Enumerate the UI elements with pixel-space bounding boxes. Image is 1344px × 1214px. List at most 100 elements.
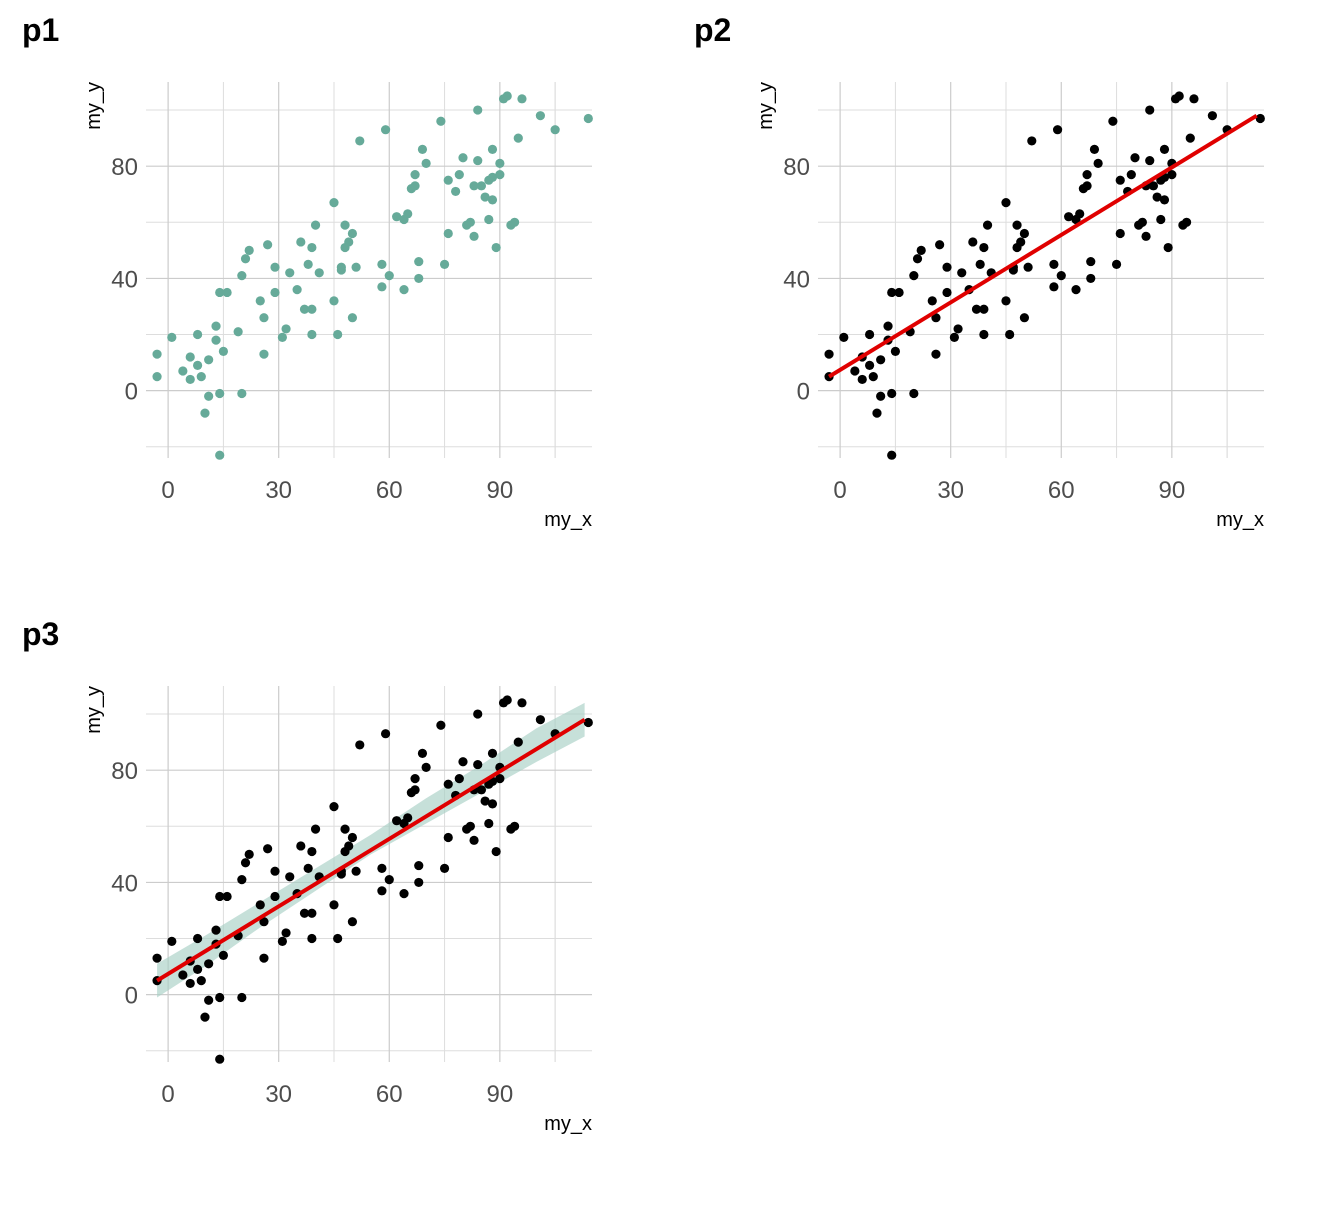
data-point (550, 125, 560, 135)
y-tick-label: 80 (783, 154, 810, 181)
data-point (1001, 198, 1011, 208)
data-point (1255, 113, 1265, 124)
data-point (377, 886, 387, 896)
data-point (307, 846, 317, 857)
data-point (1023, 262, 1033, 272)
data-point (263, 240, 273, 250)
plot-p2: p2 0 30 60 90 0 40 80 my_x my_y (672, 0, 1344, 604)
data-point (185, 978, 195, 989)
x-tick-label: 30 (937, 477, 964, 504)
data-point (1137, 217, 1147, 227)
data-point (1075, 209, 1085, 219)
data-point (329, 296, 339, 306)
data-point (185, 352, 195, 362)
data-point (469, 181, 479, 191)
data-point (517, 94, 527, 104)
data-point (344, 841, 354, 851)
data-point (347, 917, 358, 927)
scatter-plot-p3: 0 30 60 90 0 40 80 my_x my_y (83, 686, 593, 1135)
data-point (1189, 94, 1199, 104)
data-point (347, 313, 358, 323)
data-point (1167, 169, 1177, 180)
data-point (200, 1012, 210, 1022)
data-point (476, 785, 487, 795)
data-point (436, 720, 446, 730)
plot-title-p2: p2 (694, 12, 732, 48)
data-point (495, 158, 505, 168)
data-point (329, 198, 339, 208)
data-point (277, 936, 287, 946)
data-point (380, 729, 391, 739)
data-point (1174, 91, 1184, 101)
regression-line (828, 113, 1258, 379)
data-point (465, 217, 475, 227)
data-point (329, 802, 339, 812)
data-point (410, 773, 420, 784)
data-point (263, 844, 273, 854)
data-point (443, 228, 453, 239)
data-point (333, 329, 343, 340)
data-point (281, 324, 291, 334)
data-point (953, 324, 963, 334)
data-point (865, 329, 875, 340)
data-point (351, 262, 361, 272)
data-point (894, 287, 904, 298)
data-point (439, 259, 450, 269)
data-point (377, 863, 387, 873)
data-point (255, 900, 265, 910)
data-point (421, 158, 431, 168)
x-tick-label: 0 (161, 1081, 174, 1108)
data-point (399, 285, 409, 295)
data-point (237, 388, 247, 399)
data-point (270, 891, 280, 902)
data-point (292, 285, 302, 295)
data-point (281, 928, 291, 938)
y-tick-label: 40 (783, 266, 810, 293)
data-point (949, 332, 959, 342)
data-point (502, 91, 512, 101)
data-point (333, 933, 343, 944)
plot-p3: p3 0 30 60 90 0 40 80 my_x my_y (0, 604, 672, 1209)
data-point (876, 355, 886, 365)
data-point (1027, 136, 1037, 146)
data-point (414, 860, 424, 871)
x-tick-label: 30 (265, 477, 292, 504)
data-point (487, 172, 498, 183)
data-point (204, 391, 214, 401)
y-axis-label: my_y (83, 82, 105, 130)
data-point (259, 953, 269, 963)
data-point (417, 748, 428, 758)
data-point (887, 287, 897, 298)
data-point (240, 254, 251, 264)
data-point (890, 346, 901, 356)
x-tick-label: 90 (486, 1081, 513, 1108)
data-point (384, 875, 394, 885)
data-point (1001, 296, 1011, 306)
data-point (458, 757, 468, 767)
data-point (152, 372, 162, 382)
data-point (942, 262, 952, 272)
x-tick-label: 0 (833, 477, 846, 504)
data-point (876, 391, 886, 401)
data-point (259, 917, 269, 927)
data-point (1019, 228, 1030, 239)
data-point (384, 271, 394, 281)
data-point (971, 304, 982, 314)
data-point (193, 964, 203, 975)
data-point (329, 900, 339, 910)
data-point (480, 192, 490, 202)
data-point (443, 832, 453, 843)
data-point (270, 287, 280, 298)
data-point (307, 933, 317, 944)
data-point (244, 245, 254, 255)
x-tick-label: 60 (376, 477, 403, 504)
data-point (204, 995, 214, 1005)
data-point (215, 992, 225, 1003)
data-point (1145, 155, 1155, 166)
data-point (443, 175, 453, 185)
data-point (887, 388, 897, 399)
data-point (222, 287, 232, 298)
data-point (307, 908, 317, 918)
data-point (491, 846, 501, 857)
plot-title-p1: p1 (22, 12, 60, 48)
